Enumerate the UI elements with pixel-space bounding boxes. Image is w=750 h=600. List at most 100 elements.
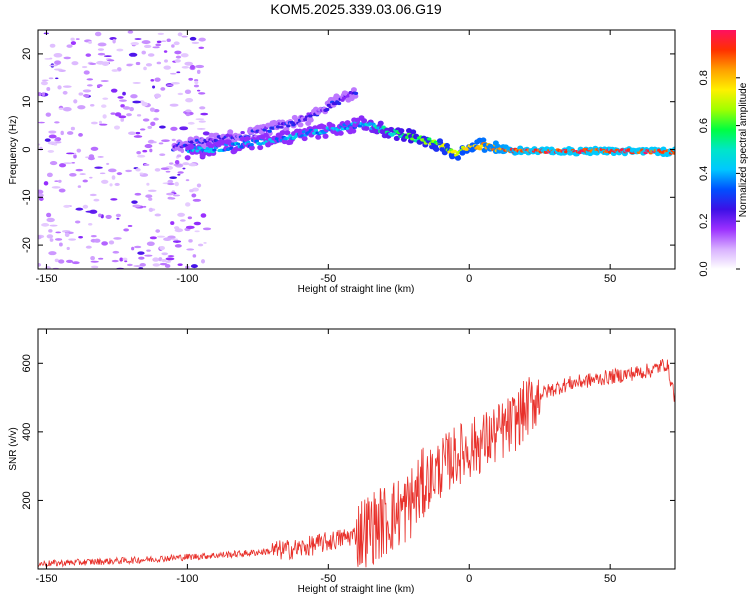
heatmap-cell — [65, 259, 74, 263]
colorbar-tick-label: 0.8 — [698, 70, 710, 85]
heatmap-cell — [337, 130, 344, 136]
heatmap-cell — [174, 228, 184, 233]
heatmap-cell — [69, 173, 77, 177]
heatmap-cell — [106, 162, 110, 165]
heatmap-cell — [344, 120, 351, 126]
heatmap-cell — [111, 69, 119, 72]
heatmap-cell — [182, 167, 186, 170]
heatmap-cell — [192, 198, 202, 202]
spectrogram-y-tick-label: 10 — [21, 96, 33, 108]
heatmap-cell — [101, 104, 107, 108]
heatmap-cell — [135, 168, 141, 172]
heatmap-cell — [82, 204, 89, 209]
heatmap-cell — [153, 93, 162, 99]
heatmap-cell — [188, 239, 193, 243]
heatmap-cell — [126, 263, 133, 267]
heatmap-cell — [177, 212, 186, 217]
heatmap-cell — [196, 89, 201, 92]
heatmap-cell — [198, 46, 205, 50]
heatmap-cell — [149, 107, 155, 112]
heatmap-cell — [122, 91, 126, 96]
heatmap-cell — [49, 43, 56, 48]
heatmap-cell — [63, 56, 71, 60]
heatmap-cell — [148, 197, 153, 201]
heatmap-cell — [205, 146, 210, 151]
heatmap-cell — [169, 72, 177, 75]
heatmap-cell — [143, 44, 152, 49]
heatmap-cell — [179, 126, 189, 131]
heatmap-cell — [134, 38, 142, 40]
heatmap-cell — [249, 142, 254, 147]
heatmap-cell — [164, 264, 171, 268]
heatmap-cell — [138, 256, 145, 260]
heatmap-cell — [124, 260, 128, 263]
heatmap-cell — [433, 146, 440, 152]
heatmap-cell — [66, 44, 73, 48]
spectrogram-x-tick-label: -100 — [176, 273, 198, 285]
heatmap-cell — [147, 53, 155, 57]
heatmap-cell — [171, 138, 176, 142]
heatmap-cell — [156, 235, 166, 238]
heatmap-cell — [66, 246, 70, 251]
heatmap-cell — [49, 238, 54, 242]
heatmap-cell — [129, 107, 134, 112]
colorbar-tick-label: 0.4 — [698, 166, 710, 181]
heatmap-cell — [49, 224, 58, 227]
heatmap-cell — [262, 132, 269, 138]
snr-y-tick-label: 400 — [21, 423, 33, 441]
heatmap-cell — [235, 142, 241, 146]
heatmap-cell — [76, 148, 82, 153]
colorbar-ticks: 0.0 0.2 0.4 0.6 0.8 — [698, 70, 740, 277]
heatmap-cell — [248, 145, 255, 151]
heatmap-cell — [111, 175, 116, 180]
heatmap-cell — [111, 259, 119, 263]
heatmap-cell — [193, 221, 202, 226]
heatmap-cell — [191, 193, 197, 198]
heatmap-cell — [78, 92, 84, 96]
heatmap-cell — [195, 118, 205, 121]
heatmap-cell — [141, 50, 146, 55]
heatmap-cell — [96, 84, 103, 87]
heatmap-cell — [146, 241, 155, 247]
heatmap-cell — [155, 229, 161, 233]
heatmap-cell — [83, 70, 90, 75]
snr-series-line — [38, 358, 675, 568]
heatmap-cell — [109, 37, 117, 41]
heatmap-cell — [85, 245, 92, 249]
heatmap-cell — [46, 212, 52, 218]
heatmap-cell — [70, 126, 75, 131]
heatmap-cell — [110, 88, 118, 93]
heatmap-cell — [150, 121, 156, 127]
heatmap-cell — [120, 104, 125, 108]
heatmap-cell — [179, 219, 186, 222]
heatmap-cell — [194, 230, 200, 233]
heatmap-cell — [200, 259, 206, 264]
heatmap-cell — [139, 172, 144, 175]
heatmap-cell — [90, 146, 99, 151]
heatmap-cell — [135, 61, 141, 66]
heatmap-cell — [62, 90, 68, 95]
heatmap-cell — [170, 238, 179, 241]
heatmap-cell — [83, 94, 90, 98]
heatmap-cell — [43, 181, 49, 186]
heatmap-cell — [38, 193, 44, 198]
snr-x-tick-label: -50 — [320, 573, 336, 585]
heatmap-cell — [173, 41, 180, 46]
heatmap-cell — [156, 61, 162, 65]
heatmap-cell — [192, 254, 197, 258]
heatmap-cell — [202, 227, 212, 231]
heatmap-cell — [106, 59, 115, 62]
heatmap-cell — [398, 128, 405, 134]
heatmap-cell — [275, 125, 281, 129]
heatmap-cell — [75, 207, 84, 211]
heatmap-cell — [112, 250, 120, 254]
heatmap-cell — [44, 265, 51, 269]
heatmap-cell — [190, 64, 195, 70]
heatmap-cell — [195, 149, 200, 153]
heatmap-cell — [480, 137, 487, 143]
heatmap-cell — [125, 169, 132, 173]
snr-y-tick-label: 200 — [21, 491, 33, 509]
heatmap-cell — [139, 263, 146, 267]
heatmap-cell — [47, 149, 55, 153]
heatmap-cell — [90, 103, 95, 107]
